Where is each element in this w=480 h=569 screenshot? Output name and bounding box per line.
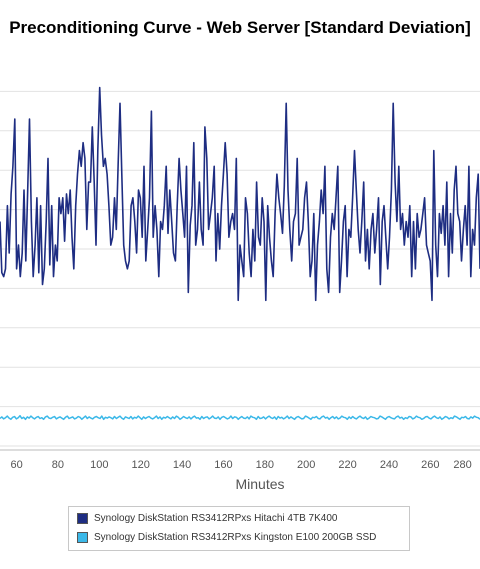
x-tick-label: 180: [256, 459, 274, 471]
legend-item-kingston[interactable]: Synology DiskStation RS3412RPxs Kingston…: [77, 531, 376, 544]
legend-label-kingston: Synology DiskStation RS3412RPxs Kingston…: [94, 532, 377, 543]
x-tick-label: 280: [453, 459, 471, 471]
x-tick-label: 80: [52, 459, 64, 471]
legend-swatch-kingston: [77, 532, 88, 543]
series-line-kingston: [0, 414, 480, 421]
x-tick-label: 240: [380, 459, 398, 471]
x-tick-label: 140: [173, 459, 191, 471]
legend-label-hitachi: Synology DiskStation RS3412RPxs Hitachi …: [94, 513, 338, 524]
x-axis-title: Minutes: [235, 476, 285, 492]
x-tick-label: 260: [421, 459, 439, 471]
legend-item-hitachi[interactable]: Synology DiskStation RS3412RPxs Hitachi …: [77, 512, 337, 525]
grid-lines: [0, 90, 480, 451]
x-tick-label: 120: [132, 459, 150, 471]
x-tick-label: 100: [90, 459, 108, 471]
x-tick-labels: 60 80 100 120 140 160 180 200 220 240 260 280: [10, 459, 471, 471]
x-tick-label: 160: [214, 459, 232, 471]
series-lines: [0, 86, 480, 421]
legend-swatch-hitachi: [77, 513, 88, 524]
x-tick-label: 220: [338, 459, 356, 471]
x-tick-label: 200: [297, 459, 315, 471]
chart-title: Preconditioning Curve - Web Server [Stan…: [9, 18, 471, 37]
legend: Synology DiskStation RS3412RPxs Hitachi …: [68, 506, 410, 551]
x-tick-label: 60: [10, 459, 22, 471]
series-line-hitachi: [0, 86, 480, 302]
